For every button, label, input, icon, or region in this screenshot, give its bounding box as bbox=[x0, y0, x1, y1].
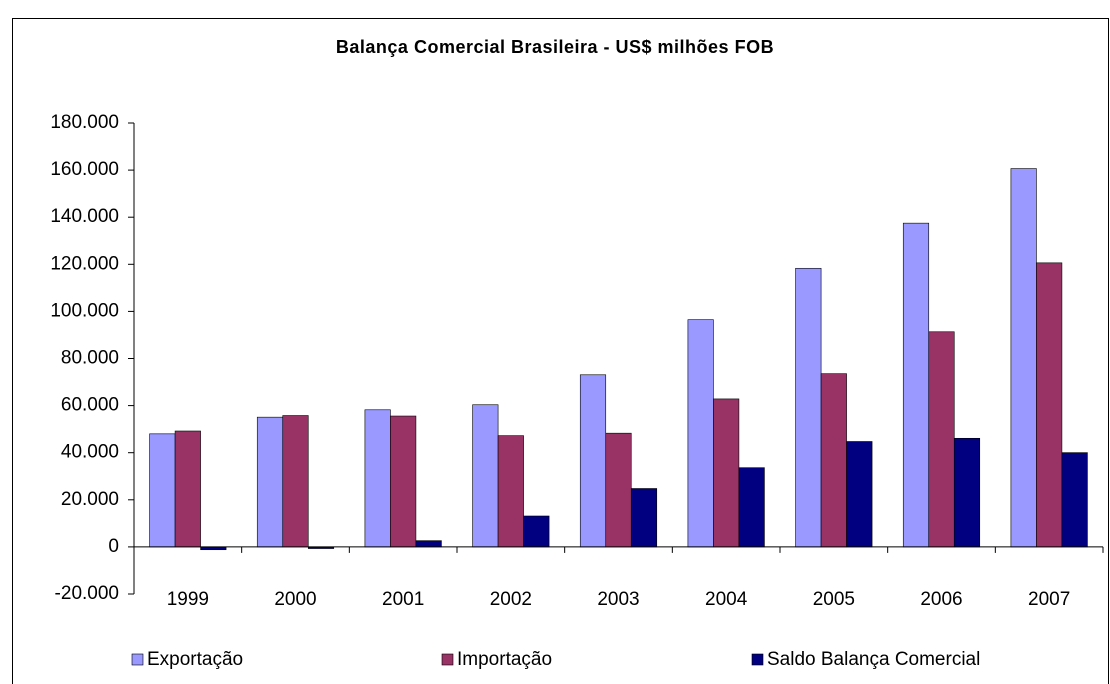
y-tick-label: 100.000 bbox=[50, 300, 119, 321]
x-tick-label: 1999 bbox=[167, 589, 209, 610]
bar bbox=[605, 432, 632, 548]
bar bbox=[472, 404, 499, 548]
bar bbox=[902, 222, 930, 548]
bar bbox=[364, 409, 391, 548]
y-tick-label: 80.000 bbox=[61, 348, 119, 369]
bar bbox=[256, 416, 284, 548]
x-tick-label: 2003 bbox=[597, 589, 639, 610]
bar bbox=[795, 267, 822, 548]
bar bbox=[282, 415, 309, 548]
x-tick-label: 2002 bbox=[490, 589, 532, 610]
y-tick-label: 140.000 bbox=[50, 206, 119, 227]
x-tick-label: 2006 bbox=[920, 589, 962, 610]
bar bbox=[713, 398, 740, 548]
y-tick-label: 160.000 bbox=[50, 159, 119, 180]
bar bbox=[579, 374, 607, 548]
chart-title: Balança Comercial Brasileira - US$ milhõ… bbox=[336, 37, 774, 57]
legend-label: Exportação bbox=[147, 649, 243, 670]
bar bbox=[738, 467, 765, 548]
legend-swatch bbox=[441, 653, 454, 666]
bar bbox=[630, 488, 658, 548]
y-tick-label: 20.000 bbox=[61, 489, 119, 510]
legend-label: Importação bbox=[457, 649, 552, 670]
y-tick-label: -20.000 bbox=[55, 583, 119, 604]
bar bbox=[149, 433, 176, 548]
y-tick-label: 0 bbox=[108, 536, 119, 557]
bar bbox=[846, 441, 873, 548]
bar bbox=[1010, 168, 1037, 548]
legend-label: Saldo Balança Comercial bbox=[767, 649, 980, 670]
bar bbox=[390, 415, 417, 548]
y-tick-label: 180.000 bbox=[50, 112, 119, 133]
y-tick-label: 60.000 bbox=[61, 395, 119, 416]
bar bbox=[174, 430, 201, 548]
x-tick-label: 2001 bbox=[382, 589, 424, 610]
bar bbox=[953, 437, 981, 548]
x-tick-label: 2000 bbox=[274, 589, 316, 610]
bar bbox=[415, 540, 442, 548]
bar bbox=[687, 319, 714, 548]
x-tick-label: 2007 bbox=[1028, 589, 1070, 610]
bar bbox=[928, 331, 955, 548]
bar bbox=[497, 435, 524, 548]
bar bbox=[1036, 262, 1063, 548]
y-tick-label: 120.000 bbox=[50, 253, 119, 274]
legend-swatch bbox=[131, 653, 144, 666]
legend-swatch bbox=[751, 653, 764, 666]
y-tick-label: 40.000 bbox=[61, 442, 119, 463]
x-tick-label: 2004 bbox=[705, 589, 748, 610]
bar bbox=[523, 515, 550, 548]
x-tick-label: 2005 bbox=[813, 589, 855, 610]
bar bbox=[820, 373, 847, 548]
bar bbox=[1061, 452, 1088, 548]
